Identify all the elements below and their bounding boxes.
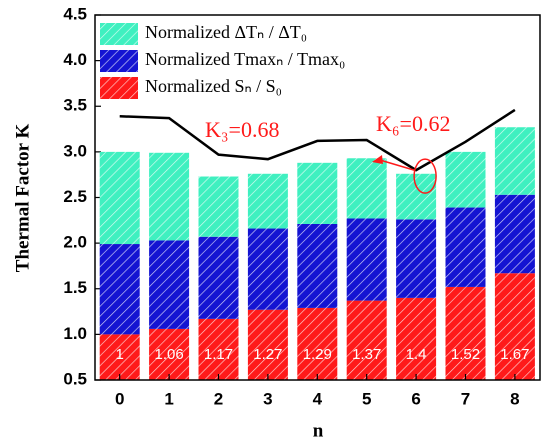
y-axis-label: Thermal Factor K xyxy=(12,124,33,273)
x-tick-label: 2 xyxy=(214,389,223,408)
legend-swatch xyxy=(100,77,138,99)
y-tick-label: 0.5 xyxy=(63,369,87,388)
bar-segment xyxy=(297,307,338,380)
bar-segment xyxy=(396,219,437,298)
highlight-ellipse xyxy=(413,158,437,194)
data-label: 1.06 xyxy=(154,346,183,363)
bar-segment xyxy=(494,194,535,274)
annotation: K₃=0.68 xyxy=(205,117,279,142)
bar-segment xyxy=(198,176,239,237)
legend-swatch xyxy=(100,23,138,45)
y-tick-label: 4.0 xyxy=(63,50,87,69)
data-label: 1.29 xyxy=(303,346,332,363)
y-tick-label: 2.0 xyxy=(63,233,87,252)
bar-segment xyxy=(198,236,239,319)
bar-segment xyxy=(494,273,535,380)
bar-segment xyxy=(247,228,288,310)
legend-swatch xyxy=(100,50,138,72)
bar-segment xyxy=(346,158,387,219)
y-tick-label: 3.5 xyxy=(63,96,87,115)
bar-segment xyxy=(445,286,486,380)
bar-segment xyxy=(445,207,486,287)
x-tick-label: 4 xyxy=(313,389,323,408)
bar-segment xyxy=(396,173,437,220)
data-label: 1.17 xyxy=(204,346,233,363)
plot-frame xyxy=(94,14,541,381)
arrow-head xyxy=(372,155,383,164)
x-tick-label: 8 xyxy=(510,389,519,408)
bar-segment xyxy=(346,218,387,301)
legend-label: Normalized Sₙ / S₀ xyxy=(145,76,282,96)
data-label: 1.27 xyxy=(253,346,282,363)
y-tick-label: 2.5 xyxy=(63,187,87,206)
y-tick-label: 3.0 xyxy=(63,141,87,160)
bar-segment xyxy=(198,318,239,380)
data-label: 1 xyxy=(116,346,124,363)
data-label: 1.67 xyxy=(500,346,529,363)
x-tick-label: 0 xyxy=(115,389,124,408)
x-tick-label: 6 xyxy=(411,389,420,408)
legend-label: Normalized Tmaxₙ / Tmax₀ xyxy=(145,49,345,69)
bar-segment xyxy=(445,151,486,208)
bar-segment xyxy=(99,244,140,335)
bar-segment xyxy=(149,152,190,241)
bar-segment xyxy=(346,300,387,380)
x-axis-label: n xyxy=(313,420,324,441)
x-tick-label: 3 xyxy=(263,389,272,408)
bar-segment xyxy=(247,173,288,229)
bar-segment xyxy=(297,162,338,224)
data-label: 1.52 xyxy=(451,346,480,363)
bar-segment xyxy=(494,127,535,195)
data-label: 1.4 xyxy=(406,346,427,363)
bars xyxy=(99,127,535,380)
x-tick-label: 5 xyxy=(362,389,371,408)
bar-segment xyxy=(247,309,288,380)
bar-segment xyxy=(396,297,437,380)
data-label: 1.37 xyxy=(352,346,381,363)
bar-segment xyxy=(149,328,190,380)
bar-segment xyxy=(149,240,190,329)
bar-segment xyxy=(99,334,140,380)
bar-segment xyxy=(297,223,338,308)
x-tick-label: 1 xyxy=(164,389,173,408)
y-tick-label: 1.5 xyxy=(63,278,87,297)
annotation: K₆=0.62 xyxy=(376,111,450,136)
x-tick-label: 7 xyxy=(461,389,470,408)
bar-segment xyxy=(99,151,140,245)
legend-label: Normalized ΔTₙ / ΔT₀ xyxy=(145,22,307,42)
arrow xyxy=(379,159,415,171)
y-tick-label: 4.5 xyxy=(63,4,87,23)
line xyxy=(119,108,516,172)
y-tick-label: 1.0 xyxy=(63,324,87,343)
